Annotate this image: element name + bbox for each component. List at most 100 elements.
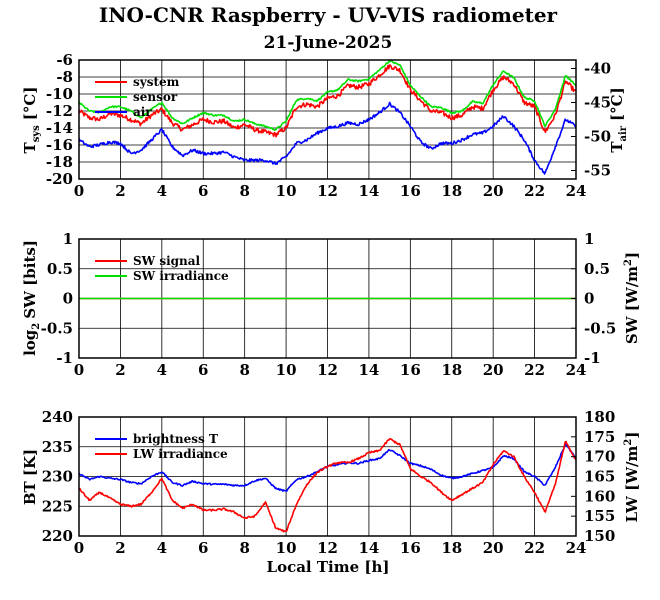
temperature-left-axis-label: Tsys [°C] (21, 87, 42, 154)
x-tick-label: 2 (115, 361, 125, 379)
log-label-unit: SW [bits] (21, 240, 39, 319)
temperature-plot-frame (78, 59, 577, 180)
y-tick-label-left: -12 (46, 102, 73, 120)
x-tick-label: 10 (276, 182, 297, 200)
temperature-right-axis-label: Tair [°C] (608, 87, 629, 152)
y-tick-label-left: 1 (63, 230, 73, 248)
x-tick-label: 22 (524, 539, 545, 557)
x-tick-label: 4 (157, 361, 167, 379)
y-tick-label-right: -50 (584, 128, 611, 146)
x-tick-label: 6 (198, 539, 208, 557)
y-tick-label-right: 170 (584, 448, 615, 466)
lw-label-tail: ] (623, 432, 641, 439)
shortwave-panel: 0 2 4 6 8 10 12 14 16 18 20 22 24-1-0.500.51-1-0.500… (21, 230, 641, 379)
x-tick-label: 20 (483, 539, 504, 557)
x-tick-label: 12 (317, 539, 338, 557)
y-tick-label-right: -0.5 (584, 319, 616, 337)
x-tick-label: 12 (317, 182, 338, 200)
x-tick-label: 8 (239, 182, 249, 200)
shortwave-right-axis-label: SW [W/m2] (623, 252, 641, 344)
longwave-panel: 0 2 4 6 8 10 12 14 16 18 20 22 242202252302352401501… (21, 408, 641, 576)
tair-label-unit: [°C] (608, 87, 626, 121)
temperature-series (78, 60, 577, 175)
y-tick-label-left: -18 (46, 153, 73, 171)
x-tick-label: 6 (198, 182, 208, 200)
y-tick-label-left: -8 (56, 68, 73, 86)
y-tick-label-left: -0.5 (41, 319, 73, 337)
x-tick-label: 4 (157, 182, 167, 200)
x-tick-label: 20 (483, 182, 504, 200)
x-tick-label: 18 (441, 539, 462, 557)
tsys-label-unit: [°C] (21, 87, 39, 121)
y-tick-label-left: -10 (46, 85, 73, 103)
y-tick-label-right: -40 (584, 60, 611, 78)
longwave-left-axis-label: BT [K] (21, 449, 39, 505)
shortwave-ticks: 0 2 4 6 8 10 12 14 16 18 20 22 24-1-0.500.51-1-0.500… (41, 230, 617, 379)
x-tick-label: 10 (276, 361, 297, 379)
y-tick-label-left: 0.5 (47, 260, 73, 278)
y-tick-label-left: 220 (42, 527, 73, 545)
legend-label: sensor (133, 90, 178, 104)
sw-label-sup: 2 (623, 259, 634, 266)
longwave-ticks: 0 2 4 6 8 10 12 14 16 18 20 22 242202252302352401501… (42, 408, 616, 557)
x-tick-label: 6 (198, 361, 208, 379)
x-tick-label: 24 (566, 539, 587, 557)
legend-label: SW irradiance (133, 269, 229, 283)
temperature-ticks: 0 2 4 6 8 10 12 14 16 18 20 22 24-20-18-16-14-12-10-… (46, 51, 611, 200)
y-tick-label-right: 175 (584, 428, 615, 446)
shortwave-left-axis-label: log2 SW [bits] (21, 240, 42, 356)
longwave-legend: brightness TLW irradiance (95, 432, 228, 461)
legend-label: LW irradiance (133, 447, 228, 461)
y-tick-label-right: 160 (584, 487, 615, 505)
series-line-air (78, 101, 577, 175)
y-tick-label-left: -6 (56, 51, 73, 69)
log-label-sub: 2 (31, 323, 42, 330)
y-tick-label-right: 180 (584, 408, 615, 426)
sw-label-main: SW [W/m (623, 266, 641, 344)
x-tick-label: 0 (74, 361, 84, 379)
x-tick-label: 14 (358, 182, 379, 200)
sw-label-tail: ] (623, 252, 641, 259)
x-tick-label: 16 (400, 182, 421, 200)
x-tick-label: 10 (276, 539, 297, 557)
y-tick-label-left: 225 (42, 497, 73, 515)
y-tick-label-left: -20 (46, 170, 73, 188)
y-tick-label-right: -1 (584, 349, 601, 367)
legend-label: system (133, 75, 180, 89)
y-tick-label-right: 0.5 (584, 260, 610, 278)
tsys-label-sub: sys (31, 125, 42, 142)
x-tick-label: 20 (483, 361, 504, 379)
longwave-series (78, 437, 577, 533)
x-tick-label: 0 (74, 539, 84, 557)
x-tick-label: 4 (157, 539, 167, 557)
longwave-right-axis-label: LW [W/m2] (623, 432, 641, 523)
y-tick-label-right: 165 (584, 468, 615, 486)
x-tick-label: 24 (566, 182, 587, 200)
time-axis-label: Local Time [h] (267, 558, 390, 576)
series-line-system (78, 64, 577, 138)
y-tick-label-left: 235 (42, 438, 73, 456)
log-label-main: log (21, 329, 39, 356)
x-tick-label: 22 (524, 361, 545, 379)
y-tick-label-left: 240 (42, 408, 73, 426)
x-tick-label: 18 (441, 182, 462, 200)
y-tick-label-right: 0 (584, 290, 594, 308)
figure-title: INO-CNR Raspberry - UV-VIS radiometer (99, 3, 558, 27)
x-tick-label: 8 (239, 539, 249, 557)
y-tick-label-left: -14 (46, 119, 73, 137)
temperature-panel: 0 2 4 6 8 10 12 14 16 18 20 22 24-20-18-16-14-12-10-… (21, 51, 629, 200)
x-tick-label: 16 (400, 361, 421, 379)
legend-label: SW signal (133, 254, 201, 268)
tair-label-sub: air (618, 125, 629, 141)
series-line-lw-irradiance (78, 437, 577, 533)
legend-label: air (133, 105, 152, 119)
x-tick-label: 2 (115, 182, 125, 200)
y-tick-label-left: -1 (56, 349, 73, 367)
y-tick-label-left: 0 (63, 290, 73, 308)
y-tick-label-right: 1 (584, 230, 594, 248)
x-tick-label: 16 (400, 539, 421, 557)
x-tick-label: 14 (358, 361, 379, 379)
